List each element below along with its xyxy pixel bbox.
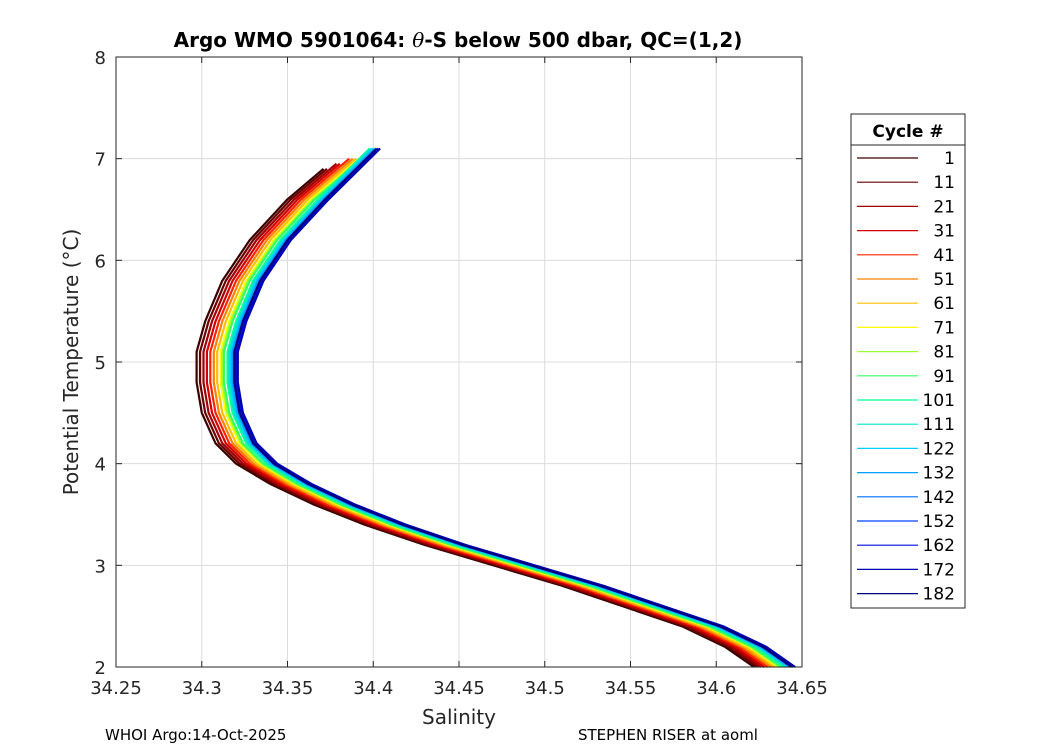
legend-label-cycle-71: 71	[933, 318, 955, 338]
series-line-cycle-41	[209, 157, 769, 668]
legend-label-cycle-162: 162	[923, 536, 955, 556]
legend-label-cycle-182: 182	[923, 585, 955, 605]
chart-title: Argo WMO 5901064: θ-S below 500 dbar, QC…	[174, 28, 743, 52]
tick-marks	[115, 56, 803, 668]
legend-label-cycle-122: 122	[923, 439, 955, 459]
x-tick-label: 34.5	[525, 678, 565, 699]
x-tick-label: 34.25	[90, 678, 142, 699]
y-tick-labels: 2 3 4 5 6 7 8	[95, 48, 106, 679]
y-tick-label: 2	[95, 658, 106, 679]
legend-items: 1112131415161718191101111122132142152162…	[857, 149, 955, 605]
legend-label-cycle-142: 142	[923, 488, 955, 508]
y-tick-label: 6	[95, 251, 106, 272]
x-tick-label: 34.3	[182, 678, 222, 699]
grid	[116, 57, 802, 667]
legend-label-cycle-21: 21	[933, 197, 955, 217]
y-tick-label: 8	[95, 48, 106, 69]
footer-right: STEPHEN RISER at aoml	[578, 726, 758, 744]
legend-label-cycle-101: 101	[923, 391, 955, 411]
legend-label-cycle-11: 11	[933, 173, 955, 193]
series-line-cycle-182	[233, 147, 793, 668]
legend-label-cycle-81: 81	[933, 343, 955, 363]
x-tick-label: 34.65	[776, 678, 828, 699]
x-tick-label: 34.4	[353, 678, 393, 699]
x-tick-label: 34.35	[262, 678, 314, 699]
legend-label-cycle-152: 152	[923, 512, 955, 532]
legend-label-cycle-132: 132	[923, 464, 955, 484]
y-tick-label: 5	[95, 353, 106, 374]
legend-label-cycle-172: 172	[923, 560, 955, 580]
legend-label-cycle-91: 91	[933, 367, 955, 387]
legend-label-cycle-41: 41	[933, 246, 955, 266]
footer-left: WHOI Argo:14-Oct-2025	[105, 726, 287, 744]
legend-label-cycle-31: 31	[933, 222, 955, 242]
y-tick-label: 3	[95, 556, 106, 577]
x-tick-labels: 34.25 34.3 34.35 34.4 34.45 34.5 34.55 34.6 34.6…	[90, 678, 828, 699]
series-line-cycle-1	[195, 167, 755, 668]
x-tick-label: 34.55	[605, 678, 657, 699]
x-axis-label: Salinity	[422, 705, 496, 729]
x-tick-label: 34.45	[433, 678, 485, 699]
y-axis-label: Potential Temperature (°C)	[59, 229, 83, 496]
x-tick-label: 34.6	[696, 678, 736, 699]
legend-label-cycle-51: 51	[933, 270, 955, 290]
legend-label-cycle-111: 111	[923, 415, 955, 435]
y-tick-label: 7	[95, 150, 106, 171]
y-tick-label: 4	[95, 455, 106, 476]
legend-box	[850, 113, 966, 609]
series-group	[195, 147, 796, 668]
legend-label-cycle-61: 61	[933, 294, 955, 314]
legend: Cycle # 11121314151617181911011111221321…	[850, 113, 966, 609]
legend-label-cycle-1: 1	[944, 149, 955, 169]
legend-title: Cycle #	[872, 122, 943, 142]
